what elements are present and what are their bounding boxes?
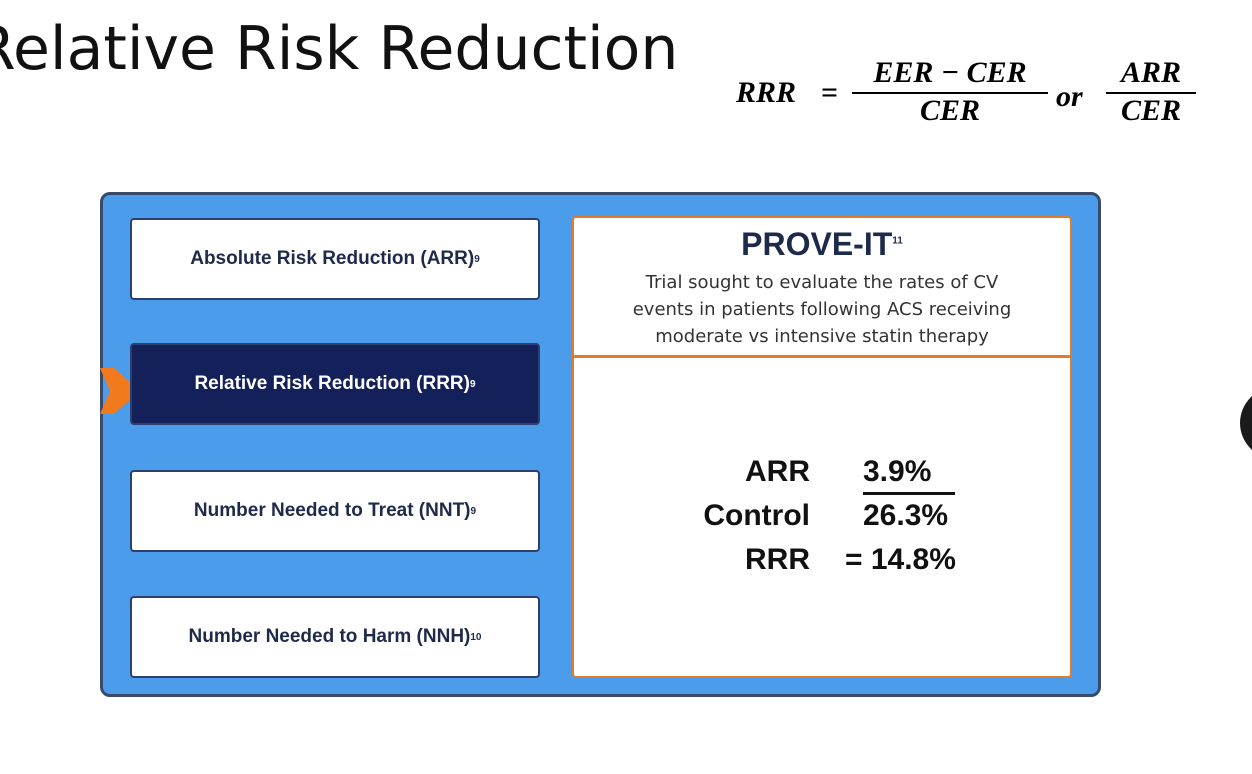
row-value: = 14.8% bbox=[845, 543, 956, 576]
description-line: Trial sought to evaluate the rates of CV bbox=[645, 272, 999, 293]
row-label: Control bbox=[703, 499, 810, 532]
pointer-arrow bbox=[100, 368, 140, 414]
fraction-line bbox=[863, 492, 955, 495]
formula-numerator: EER − CER bbox=[873, 56, 1027, 89]
slide-title: Relative Risk Reduction bbox=[0, 14, 679, 84]
row-label: RRR bbox=[745, 543, 810, 576]
reference: 9 bbox=[474, 253, 480, 265]
reference: 9 bbox=[469, 378, 476, 390]
formula-equals: = bbox=[821, 76, 839, 109]
menu-label: Number Needed to Harm (NNH) bbox=[188, 626, 471, 647]
panel-title: PROVE-IT11 bbox=[572, 226, 1072, 263]
panel-title-text: PROVE-IT bbox=[741, 226, 893, 262]
menu-button[interactable]: Number Needed to Harm (NNH) 10 bbox=[130, 596, 540, 678]
menu-button[interactable]: Relative Risk Reduction (RRR) 9 bbox=[130, 343, 540, 425]
formula-denominator: CER bbox=[1106, 92, 1196, 128]
reference: 10 bbox=[470, 631, 482, 643]
reference: 9 bbox=[470, 505, 477, 517]
info-panel bbox=[572, 216, 1072, 678]
divider bbox=[572, 355, 1072, 358]
menu-label: Number Needed to Treat (NNT) bbox=[193, 500, 471, 521]
description-line: events in patients following ACS receivi… bbox=[632, 299, 1012, 320]
menu-button[interactable]: Absolute Risk Reduction (ARR) 9 bbox=[130, 218, 540, 300]
description-line: moderate vs intensive statin therapy bbox=[655, 326, 989, 347]
menu-label: Absolute Risk Reduction (ARR) bbox=[190, 248, 475, 269]
row-value: 3.9% bbox=[863, 455, 932, 488]
menu-label: Relative Risk Reduction (RRR) bbox=[194, 373, 470, 394]
reference: 11 bbox=[892, 235, 903, 247]
menu-button[interactable]: Number Needed to Treat (NNT) 9 bbox=[130, 470, 540, 552]
formula-lhs: RRR bbox=[736, 76, 797, 109]
formula-numerator: ARR bbox=[1120, 56, 1182, 89]
row-label: ARR bbox=[745, 455, 810, 488]
formula-denominator: CER bbox=[852, 92, 1048, 128]
formula-connector: or bbox=[1056, 80, 1083, 113]
side-button[interactable] bbox=[1236, 388, 1252, 458]
row-value: 26.3% bbox=[863, 499, 949, 532]
